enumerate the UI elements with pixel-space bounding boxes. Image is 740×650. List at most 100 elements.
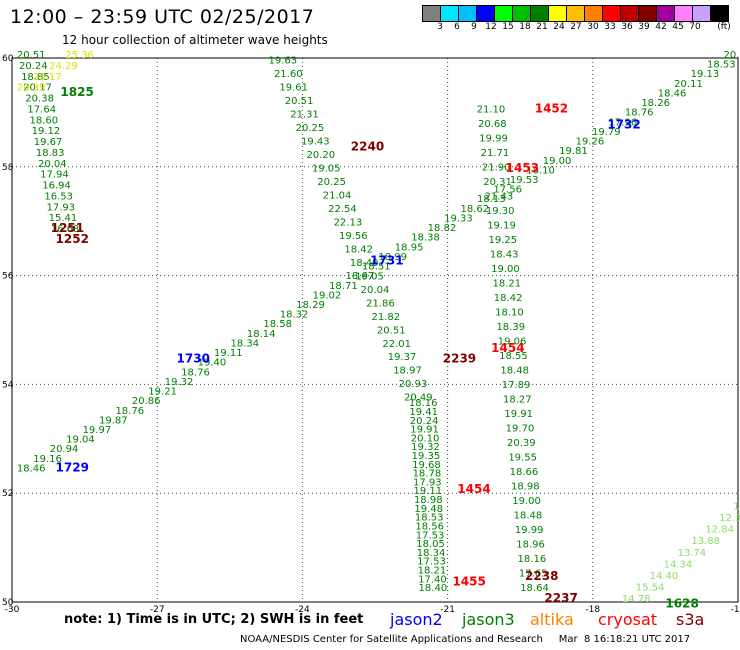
wave-height-value: 18.82 bbox=[428, 223, 457, 234]
wave-height-value: 14.34 bbox=[664, 559, 693, 570]
wave-height-value: 21.71 bbox=[481, 148, 510, 159]
wave-height-value: 20.25 bbox=[317, 177, 346, 188]
wave-height-value: 18.21 bbox=[418, 566, 447, 577]
wave-height-value: 20.73 bbox=[723, 50, 740, 61]
wave-height-value: 20.49 bbox=[404, 393, 433, 404]
wave-height-value: 18.71 bbox=[329, 281, 358, 292]
wave-height-value: 19.68 bbox=[412, 460, 441, 471]
wave-height-value: 19.21 bbox=[148, 387, 177, 398]
wave-height-value: 18.34 bbox=[417, 548, 446, 559]
wave-height-value: 18.53 bbox=[415, 513, 444, 524]
wave-height-value: 18.13 bbox=[477, 194, 506, 205]
color-swatch bbox=[441, 5, 459, 22]
color-scale-label: 9 bbox=[471, 22, 477, 32]
wave-height-value: 18.76 bbox=[181, 367, 210, 378]
y-tick-label: 52 bbox=[2, 489, 13, 499]
color-scale-label: 24 bbox=[553, 22, 565, 32]
wave-height-value: 18.05 bbox=[416, 539, 445, 550]
x-tick-label: -21 bbox=[440, 605, 455, 615]
wave-height-value: 19.79 bbox=[592, 127, 621, 138]
color-swatch bbox=[675, 5, 693, 22]
wave-height-value: 21.86 bbox=[366, 298, 395, 309]
satellite-legend-altika: altika bbox=[530, 610, 574, 629]
wave-height-value: 20.20 bbox=[306, 150, 335, 161]
x-tick-label: -27 bbox=[150, 605, 165, 615]
wave-height-value: 19.63 bbox=[269, 55, 298, 66]
credit-line: NOAA/NESDIS Center for Satellite Applica… bbox=[240, 634, 691, 645]
wave-height-value: 21.10 bbox=[477, 104, 506, 115]
wave-height-value: 21.60 bbox=[274, 69, 303, 80]
pass-time-label: 2239 bbox=[443, 352, 476, 366]
color-swatch bbox=[657, 5, 675, 22]
wave-height-value: 18.27 bbox=[503, 395, 532, 406]
pass-time-label: 1454 bbox=[491, 341, 524, 355]
y-tick-label: 56 bbox=[2, 272, 14, 282]
wave-height-value: 18.96 bbox=[516, 540, 545, 551]
wave-height-value: 19.91 bbox=[410, 425, 439, 436]
color-swatch bbox=[711, 5, 729, 22]
wave-height-value: 18.67 bbox=[346, 271, 375, 282]
color-swatch bbox=[459, 5, 477, 22]
wave-height-value: 19.26 bbox=[576, 137, 605, 148]
wave-height-value: 19.19 bbox=[487, 220, 516, 231]
wave-height-value: 20.51 bbox=[285, 96, 314, 107]
wave-height-value: 20.39 bbox=[507, 438, 536, 449]
wave-height-value: 17.96 bbox=[608, 117, 637, 128]
wave-height-value: 20.10 bbox=[411, 433, 440, 444]
wave-height-value: 17.53 bbox=[417, 557, 446, 568]
x-tick-label: -15 bbox=[731, 605, 740, 615]
wave-height-value: 13.74 bbox=[678, 548, 707, 559]
wave-height-value: 20.25 bbox=[296, 123, 325, 134]
pass-time-label: 1251 bbox=[51, 221, 84, 235]
wave-height-value: 18.98 bbox=[414, 495, 443, 506]
wave-height-value: 19.13 bbox=[691, 69, 720, 80]
wave-height-value: 19.33 bbox=[444, 213, 473, 224]
wave-height-value: 18.60 bbox=[30, 115, 59, 126]
wave-height-value: 18.85 bbox=[21, 72, 50, 83]
color-scale-label: 33 bbox=[604, 22, 616, 32]
y-tick-label: 54 bbox=[2, 380, 14, 390]
wave-height-value: 13.61 bbox=[733, 502, 740, 513]
wave-height-value: 20.94 bbox=[50, 444, 79, 455]
wave-height-value: 19.56 bbox=[339, 231, 368, 242]
color-scale-label: 36 bbox=[621, 22, 633, 32]
wave-height-value: 20.68 bbox=[478, 119, 507, 130]
wave-height-value: 18.56 bbox=[415, 521, 444, 532]
wave-height-value: 19.11 bbox=[214, 348, 243, 359]
wave-height-value: 17.94 bbox=[40, 170, 69, 181]
wave-height-value: 19.81 bbox=[559, 146, 588, 157]
color-swatch bbox=[549, 5, 567, 22]
wave-height-value: 18.53 bbox=[707, 60, 736, 71]
wave-height-value: 15.54 bbox=[636, 582, 665, 593]
wave-height-value: 20.93 bbox=[399, 379, 428, 390]
satellite-legend-jason2: jason2 bbox=[390, 610, 443, 629]
wave-height-value: 14.40 bbox=[650, 571, 679, 582]
wave-height-value: 18.42 bbox=[344, 244, 373, 255]
pass-time-label: 2238 bbox=[525, 569, 558, 583]
wave-height-value: 18.48 bbox=[500, 366, 529, 377]
wave-height-value: 19.12 bbox=[32, 126, 61, 137]
color-scale-bar bbox=[422, 5, 729, 22]
wave-height-value: 12.34 bbox=[719, 513, 740, 524]
wave-height-value: 19.55 bbox=[508, 453, 537, 464]
wave-height-value: 13.88 bbox=[691, 536, 720, 547]
satellite-legend-jason3: jason3 bbox=[462, 610, 515, 629]
wave-height-value: 18.38 bbox=[411, 233, 440, 244]
wave-height-value: 21.90 bbox=[482, 162, 511, 173]
color-scale-label: 70 bbox=[689, 22, 701, 32]
color-scale-labels: 3 6 9 12 15 18 21 24 27 30 33 36 39 42 45 70 (ft) bbox=[422, 22, 740, 34]
color-scale-label: 12 bbox=[485, 22, 497, 32]
wave-height-value: 20.24 bbox=[410, 416, 439, 427]
wave-height-value: 20.24 bbox=[19, 61, 48, 72]
wave-height-value: 20.04 bbox=[38, 159, 67, 170]
wave-height-value: 20.31 bbox=[483, 177, 512, 188]
pass-time-label: 1732 bbox=[607, 118, 640, 132]
wave-height-value: 19.05 bbox=[355, 271, 384, 282]
color-scale-label: 39 bbox=[638, 22, 650, 32]
wave-height-value: 18.78 bbox=[413, 469, 442, 480]
color-scale-label: 45 bbox=[672, 22, 684, 32]
wave-height-value: 25.36 bbox=[65, 50, 94, 61]
wave-height-value: 19.99 bbox=[515, 525, 544, 536]
wave-height-value: 19.02 bbox=[313, 290, 342, 301]
